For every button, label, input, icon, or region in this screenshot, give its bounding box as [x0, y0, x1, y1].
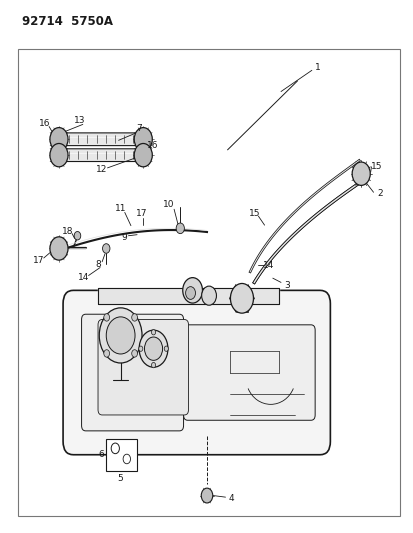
Text: 12: 12: [96, 166, 107, 174]
Circle shape: [123, 454, 130, 464]
Bar: [18, 49, 399, 516]
Text: 4: 4: [228, 494, 234, 503]
Circle shape: [131, 350, 137, 357]
Text: 17: 17: [135, 209, 147, 218]
Circle shape: [74, 231, 81, 240]
FancyBboxPatch shape: [59, 133, 142, 146]
Text: 11: 11: [115, 204, 126, 213]
Circle shape: [182, 278, 202, 303]
Circle shape: [230, 284, 253, 313]
Text: 16: 16: [147, 141, 158, 150]
Circle shape: [106, 317, 135, 354]
Circle shape: [151, 329, 155, 335]
FancyBboxPatch shape: [81, 314, 183, 431]
Circle shape: [111, 443, 119, 454]
Text: 2: 2: [376, 189, 382, 198]
Circle shape: [134, 143, 152, 167]
Circle shape: [351, 162, 369, 185]
Circle shape: [102, 244, 110, 253]
Text: 18: 18: [62, 227, 74, 236]
Text: 15: 15: [248, 209, 259, 218]
Text: 1: 1: [314, 63, 320, 72]
Text: 5: 5: [117, 474, 123, 483]
Circle shape: [185, 287, 195, 300]
Circle shape: [104, 350, 109, 357]
Text: 15: 15: [370, 163, 381, 171]
Circle shape: [176, 223, 184, 233]
FancyBboxPatch shape: [63, 290, 330, 455]
Text: 14: 14: [78, 272, 89, 281]
Text: 6: 6: [99, 450, 104, 459]
Text: 10: 10: [163, 200, 175, 209]
Circle shape: [50, 237, 68, 260]
Circle shape: [144, 337, 162, 360]
Circle shape: [139, 330, 168, 367]
Circle shape: [134, 127, 152, 151]
Bar: [106, 439, 137, 471]
Circle shape: [151, 362, 155, 368]
Text: 9: 9: [121, 233, 126, 242]
Text: 8: 8: [95, 260, 101, 269]
FancyBboxPatch shape: [183, 325, 314, 420]
Circle shape: [201, 286, 216, 305]
Text: 17: 17: [33, 256, 44, 265]
Circle shape: [50, 143, 68, 167]
Circle shape: [104, 314, 109, 321]
Text: 92714  5750A: 92714 5750A: [22, 14, 113, 28]
Circle shape: [138, 346, 142, 351]
Text: 13: 13: [74, 116, 85, 125]
Text: 14: 14: [262, 261, 274, 270]
FancyBboxPatch shape: [59, 149, 142, 161]
Circle shape: [99, 308, 142, 363]
Text: 7: 7: [136, 124, 142, 133]
Circle shape: [201, 488, 212, 503]
Text: 16: 16: [39, 119, 50, 128]
Circle shape: [164, 346, 168, 351]
Polygon shape: [98, 288, 278, 304]
Circle shape: [50, 127, 68, 151]
FancyBboxPatch shape: [98, 319, 188, 415]
Text: 3: 3: [284, 280, 290, 289]
Circle shape: [131, 314, 137, 321]
